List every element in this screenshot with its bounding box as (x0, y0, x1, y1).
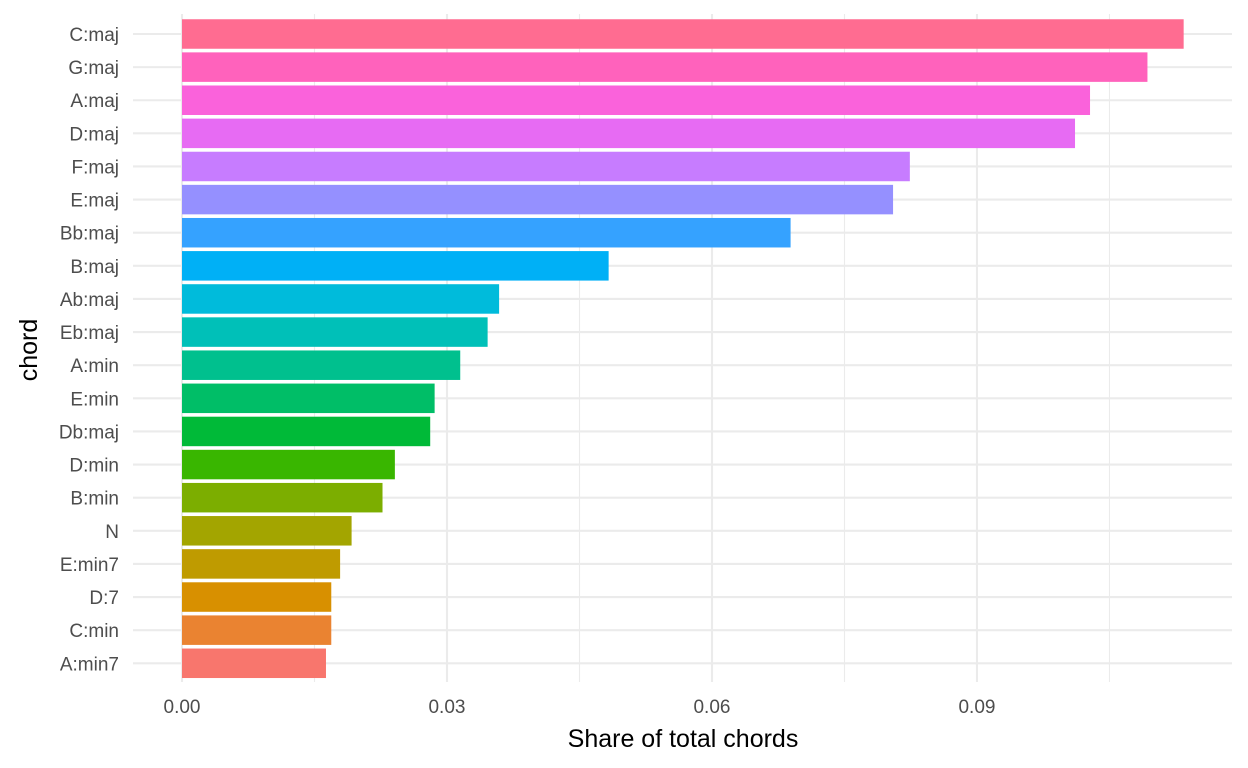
bar-db-maj (182, 416, 431, 447)
bar-bb-maj (182, 217, 791, 248)
y-axis-tick-labels: C:maj G:maj A:maj D:maj F:maj E:maj Bb:maj B:ma… (59, 25, 119, 675)
bar-e-min (182, 383, 435, 414)
bar-d-min (182, 449, 395, 480)
y-tick-label: E:min7 (60, 555, 119, 576)
x-tick-label: 0.00 (164, 697, 201, 718)
bar-a-min (182, 350, 461, 380)
y-tick-label: E:min (70, 389, 119, 410)
y-tick-label: C:min (69, 621, 119, 642)
y-axis-title: chord (15, 319, 43, 382)
bar-n (182, 516, 352, 546)
y-tick-label: A:min7 (60, 654, 119, 675)
bar-c-maj (182, 19, 1184, 49)
bars (182, 19, 1184, 679)
bar-d-maj (182, 118, 1076, 149)
y-tick-label: Db:maj (59, 422, 119, 443)
y-tick-label: Bb:maj (60, 224, 119, 245)
x-axis-title: Share of total chords (568, 725, 799, 753)
y-tick-label: A:min (70, 356, 119, 377)
x-tick-label: 0.03 (428, 697, 465, 718)
bar-e-maj (182, 184, 894, 215)
bar-e-min7 (182, 549, 341, 579)
y-tick-label: C:maj (69, 25, 119, 46)
y-tick-label: A:maj (70, 91, 119, 112)
x-axis-tick-labels: 0.00 0.03 0.06 0.09 (164, 697, 996, 718)
y-tick-label: E:maj (70, 191, 119, 212)
bar-a-min7 (182, 648, 326, 679)
bar-c-min (182, 615, 332, 645)
y-tick-label: B:min (70, 489, 119, 510)
bar-f-maj (182, 151, 910, 182)
x-tick-label: 0.09 (958, 697, 995, 718)
x-tick-label: 0.06 (693, 697, 730, 718)
y-tick-label: D:min (69, 456, 119, 477)
y-tick-label: D:7 (89, 588, 119, 609)
bar-ab-maj (182, 284, 500, 314)
bar-b-min (182, 482, 383, 513)
y-tick-label: Ab:maj (60, 290, 119, 311)
y-tick-label: B:maj (70, 257, 119, 278)
y-tick-label: N (105, 522, 119, 543)
y-tick-label: F:maj (72, 157, 120, 178)
bar-d-7 (182, 582, 332, 612)
bar-g-maj (182, 52, 1148, 82)
bar-a-maj (182, 85, 1091, 115)
y-tick-label: G:maj (68, 58, 119, 79)
y-tick-label: D:maj (69, 124, 119, 145)
bar-b-maj (182, 251, 609, 281)
bar-eb-maj (182, 317, 488, 347)
y-tick-label: Eb:maj (60, 323, 119, 344)
